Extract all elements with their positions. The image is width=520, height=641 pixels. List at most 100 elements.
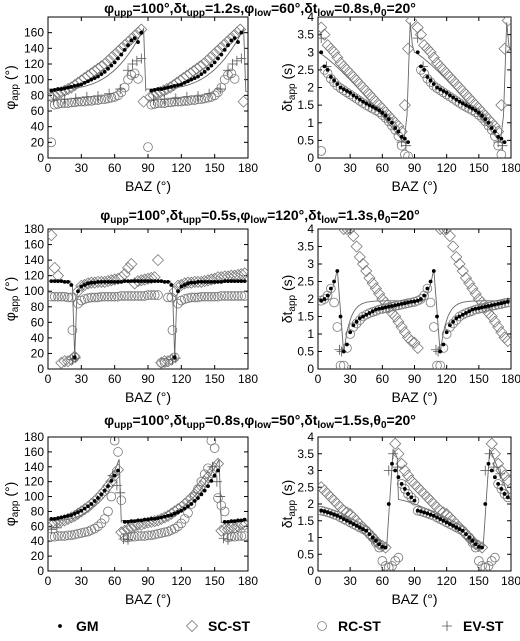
marker-rc-st (358, 524, 368, 534)
marker-gm (239, 279, 244, 284)
y-tick-label: 100 (24, 490, 44, 504)
marker-gm (325, 67, 330, 72)
marker-rc-st (332, 80, 343, 91)
marker-rc-st (153, 528, 163, 539)
marker-sc-st (111, 463, 125, 476)
marker-rc-st (358, 311, 368, 322)
marker-sc-st (453, 257, 466, 271)
y-tick-label: 140 (24, 253, 44, 267)
marker-gm (132, 36, 137, 41)
row-title-symbol: δt (304, 0, 317, 16)
marker-rc-st (196, 94, 207, 105)
marker-rc-st (422, 73, 433, 84)
marker-rc-st (63, 292, 73, 303)
marker-gm (396, 302, 401, 307)
marker-sc-st (208, 272, 221, 285)
marker-rc-st (219, 291, 230, 301)
marker-sc-st (135, 518, 148, 531)
marker-gm (72, 355, 77, 360)
marker-rc-st (451, 315, 462, 325)
y-tick-label: 180 (24, 430, 44, 444)
marker-rc-st (76, 96, 87, 107)
marker-sc-st (414, 28, 427, 41)
y-tick-label: 140 (24, 460, 44, 474)
x-tick-label: 150 (205, 574, 225, 588)
x-tick-label: 180 (501, 574, 520, 588)
y-tick-label: 2.5 (297, 275, 314, 289)
marker-gm (129, 38, 134, 43)
y-axis-label-subscript: app (10, 295, 21, 312)
marker-gm (476, 306, 481, 310)
marker-gm (483, 117, 488, 122)
marker-gm (99, 492, 104, 497)
row-title-symbol: δt (173, 0, 186, 16)
marker-rc-st (156, 98, 167, 108)
marker-sc-st (463, 277, 476, 290)
marker-sc-st (392, 315, 405, 328)
marker-ev-st (81, 91, 92, 102)
marker-gm (116, 279, 120, 284)
marker-gm (159, 87, 164, 91)
marker-rc-st (445, 519, 455, 529)
y-tick-label: 1.5 (297, 98, 314, 112)
marker-rc-st (425, 77, 436, 88)
y-tick-label: 60 (31, 519, 45, 533)
marker-gm (182, 283, 187, 287)
marker-rc-st (213, 291, 223, 302)
marker-ev-st (497, 140, 508, 151)
y-tick-label: 3.5 (297, 28, 314, 42)
marker-sc-st (125, 257, 138, 271)
marker-sc-st (366, 277, 379, 290)
row-title-value: =100°, (132, 412, 173, 428)
x-tick-label: 0 (315, 574, 322, 588)
marker-gm (496, 302, 501, 306)
marker-gm (374, 307, 378, 312)
y-axis-label: φapp (°) (2, 65, 21, 110)
row-title: φupp=100°,δtupp=0.5s,φlow=120°,δtlow=1.3… (100, 207, 420, 226)
x-tick-label: 120 (437, 574, 457, 588)
x-tick-label: 0 (315, 161, 322, 175)
marker-sc-st (450, 250, 463, 264)
marker-rc-st (502, 492, 511, 503)
marker-rc-st (219, 506, 230, 517)
y-tick-label: 20 (31, 346, 45, 360)
marker-gm (460, 101, 465, 106)
marker-rc-st (136, 531, 147, 541)
marker-gm (486, 304, 491, 308)
marker-rc-st (206, 291, 217, 302)
marker-ev-st (93, 91, 103, 102)
marker-rc-st (233, 291, 243, 301)
marker-sc-st (105, 475, 118, 488)
row-title-value: =0.8s, (205, 412, 244, 428)
marker-gm (419, 64, 423, 69)
marker-gm (435, 314, 439, 319)
marker-sc-st (443, 229, 456, 243)
marker-sc-st (488, 447, 501, 460)
marker-ev-st (136, 53, 147, 64)
row-title-symbol: φ (100, 207, 110, 223)
marker-rc-st (338, 514, 349, 524)
marker-sc-st (154, 86, 167, 99)
marker-rc-st (73, 528, 83, 539)
marker-gm (199, 492, 204, 497)
marker-gm (162, 86, 167, 91)
marker-ev-st (484, 448, 495, 459)
marker-rc-st (56, 291, 67, 302)
y-tick-label: 80 (31, 300, 45, 314)
row-title-value: =20° (387, 0, 416, 16)
marker-gm (345, 518, 349, 523)
marker-rc-st (348, 322, 359, 332)
marker-gm (112, 60, 117, 65)
marker-rc-st (461, 529, 471, 539)
marker-sc-st (201, 274, 215, 287)
marker-rc-st (146, 530, 157, 541)
marker-ev-st (400, 140, 411, 151)
x-tick-label: 60 (108, 161, 122, 175)
marker-gm (106, 484, 110, 489)
marker-sc-st (145, 271, 158, 285)
marker-rc-st (428, 322, 439, 332)
marker-gm (464, 103, 468, 108)
marker-gm (56, 516, 60, 521)
marker-gm (136, 279, 140, 284)
marker-gm (390, 304, 394, 308)
